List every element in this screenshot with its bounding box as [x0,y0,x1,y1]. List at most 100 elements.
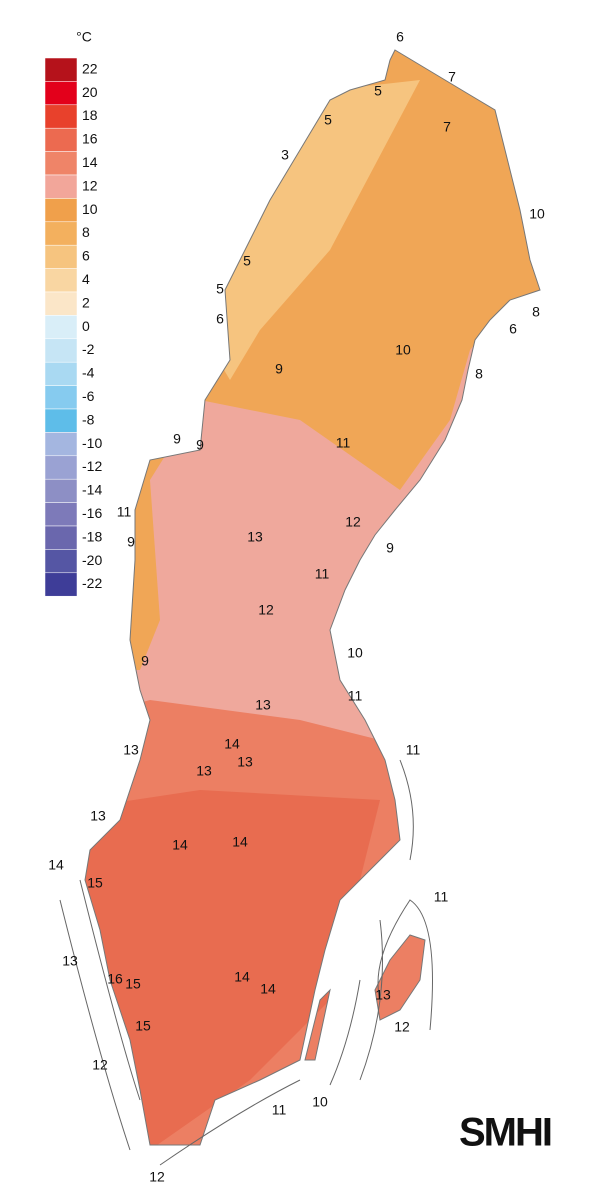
legend-swatch [44,127,78,152]
contour-label: 11 [434,889,449,905]
contour-label: 11 [406,742,421,758]
legend-label: -2 [82,341,95,357]
contour-label: 13 [247,529,263,545]
legend-label: 20 [82,84,98,100]
legend: °C2220181614121086420-2-4-6-8-10-12-14-1… [44,29,102,597]
legend-label: 12 [82,177,98,193]
contour-label: 11 [336,435,351,451]
legend-label: -14 [82,482,102,498]
contour-label: 13 [90,808,106,824]
legend-label: 18 [82,107,98,123]
contour-label: 10 [529,206,545,222]
contour-label: 13 [237,754,253,770]
legend-swatch [44,361,78,386]
legend-swatch [44,502,78,527]
contour-label: 14 [48,857,64,873]
sea-contour [59,759,433,1166]
legend-label: 6 [82,248,90,264]
legend-swatch [44,198,78,223]
contour-label: 7 [448,69,456,85]
legend-label: -6 [82,388,95,404]
legend-swatch [44,572,78,597]
contour-label: 14 [232,834,248,850]
contour-label: 3 [281,147,289,163]
legend-label: -18 [82,528,102,544]
contour-label: 7 [443,119,451,135]
contour-label: 8 [475,366,483,382]
contour-label: 9 [141,653,149,669]
contour-label: 13 [255,697,271,713]
legend-swatch [44,408,78,433]
contour-label: 5 [216,281,224,297]
contour-label: 15 [135,1018,151,1034]
contour-label: 10 [312,1094,328,1110]
contour-label: 14 [224,736,240,752]
contour-label: 10 [395,342,411,358]
legend-swatch [44,291,78,316]
legend-label: -10 [82,435,102,451]
legend-label: 14 [82,154,98,170]
contour-label: 12 [149,1169,165,1185]
contour-label: 11 [348,688,363,704]
contour-label: 11 [272,1102,287,1118]
contour-label: 14 [234,969,250,985]
contour-label: 15 [125,976,141,992]
legend-swatch [44,244,78,269]
contour-label: 12 [345,514,361,530]
legend-swatch [44,174,78,199]
legend-swatch [44,549,78,574]
contour-label: 5 [374,83,382,99]
legend-swatch [44,81,78,106]
contour-label: 12 [92,1057,108,1073]
legend-unit: °C [76,29,92,45]
legend-swatch [44,57,78,82]
contour-label: 14 [172,837,188,853]
legend-label: -22 [82,575,102,591]
legend-label: 2 [82,294,90,310]
contour-label: 14 [260,981,276,997]
legend-swatch [44,385,78,410]
legend-label: -16 [82,505,102,521]
contour-label: 9 [173,431,181,447]
legend-swatch [44,338,78,363]
legend-label: 0 [82,318,90,334]
legend-label: 16 [82,131,98,147]
contour-label: 15 [87,875,103,891]
legend-swatch [44,151,78,176]
contour-label: 11 [117,504,132,520]
contour-label: 6 [396,29,404,45]
legend-label: 4 [82,271,90,287]
legend-label: 10 [82,201,98,217]
contour-label: 9 [386,540,394,556]
contour-label: 9 [127,534,135,550]
contour-label: 10 [347,645,363,661]
contour-label: 13 [375,987,391,1003]
contour-label: 6 [509,321,517,337]
legend-swatch [44,104,78,129]
contour-label: 9 [275,361,283,377]
contour-label: 6 [216,311,224,327]
legend-swatch [44,455,78,480]
legend-label: -8 [82,411,95,427]
legend-swatch [44,268,78,293]
contour-label: 12 [394,1019,410,1035]
legend-label: -4 [82,365,95,381]
legend-label: 8 [82,224,90,240]
contour-label: 9 [196,437,204,453]
legend-label: -12 [82,458,102,474]
contour-label: 8 [532,304,540,320]
legend-swatch [44,478,78,503]
legend-swatch [44,315,78,340]
contour-label: 5 [243,253,251,269]
contour-label: 13 [196,763,212,779]
legend-swatch [44,525,78,550]
contour-label: 11 [315,566,330,582]
legend-swatch [44,432,78,457]
contour-label: 13 [123,742,139,758]
contour-label: 16 [107,971,123,987]
logo: SMHI [459,1111,551,1155]
legend-swatch [44,221,78,246]
contour-label: 5 [324,112,332,128]
